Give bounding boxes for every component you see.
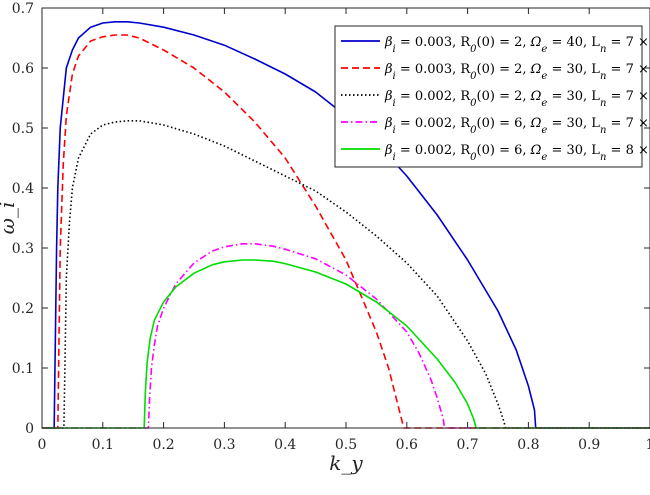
legend: βi = 0.003, R0(0) = 2, Ωe = 40, Ln = 7 ×… xyxy=(334,25,650,168)
x-tick-label: 0.4 xyxy=(274,437,296,453)
axis-ticks xyxy=(41,7,650,429)
x-tick-label: 0.6 xyxy=(396,437,418,453)
legend-label-3: βi = 0.002, R0(0) = 2, Ωe = 30, Ln = 7 ×… xyxy=(384,87,650,109)
x-tick-label: 0.7 xyxy=(456,437,478,453)
series-line-5 xyxy=(42,259,650,429)
x-tick-label: 0.1 xyxy=(92,437,114,453)
x-tick-label: 0.8 xyxy=(517,437,539,453)
x-tick-label: 0.2 xyxy=(152,437,174,453)
series-line-2 xyxy=(42,34,650,429)
y-tick-label: 0.5 xyxy=(12,121,34,137)
plot-area xyxy=(42,21,650,429)
y-tick-label: 0.1 xyxy=(12,361,34,377)
legend-label-4: βi = 0.002, R0(0) = 6, Ωe = 30, Ln = 7 ×… xyxy=(384,114,650,136)
legend-label-5: βi = 0.002, R0(0) = 6, Ωe = 30, Ln = 8 ×… xyxy=(384,141,650,163)
y-tick-label: 0.3 xyxy=(12,241,34,257)
series-line-3 xyxy=(42,120,650,429)
y-tick-label: 0.6 xyxy=(12,61,34,77)
x-tick-label: 0.9 xyxy=(578,437,600,453)
x-tick-label: 0 xyxy=(38,437,47,453)
series-line-1 xyxy=(42,21,650,429)
x-tick-label: 1 xyxy=(646,437,650,453)
series-line-4 xyxy=(42,243,650,429)
y-axis-label: ω_i xyxy=(0,202,19,235)
legend-label-2: βi = 0.003, R0(0) = 2, Ωe = 30, Ln = 7 ×… xyxy=(384,60,650,82)
legend-box xyxy=(334,25,643,168)
x-axis-label: k_y xyxy=(329,451,363,475)
legend-label-1: βi = 0.003, R0(0) = 2, Ωe = 40, Ln = 7 ×… xyxy=(384,33,650,55)
axis-tick-labels: 0 0.1 0.2 0.3 0.4 0.5 0.6 0.7 0.8 0.9 1 0 0.1 0.2 0.3 0… xyxy=(12,1,650,453)
y-tick-label: 0.2 xyxy=(12,301,34,317)
y-tick-label: 0 xyxy=(25,421,34,437)
y-tick-label: 0.7 xyxy=(12,1,34,17)
x-tick-label: 0.5 xyxy=(335,437,357,453)
y-tick-label: 0.4 xyxy=(12,181,34,197)
x-tick-label: 0.3 xyxy=(213,437,235,453)
